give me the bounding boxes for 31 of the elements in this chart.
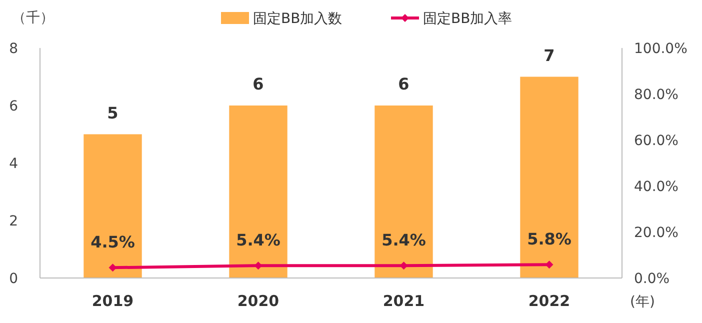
bar [374,106,433,278]
x-tick-label: 2020 [237,292,280,310]
legend-label: 固定BB加入数 [253,11,342,27]
y2-tick-label: 40.0% [634,179,678,195]
x-tick-label: 2021 [382,292,425,310]
x-tick-label: 2019 [92,292,134,310]
y-tick-label: 8 [9,41,18,57]
data-label: 5.8% [527,230,572,249]
y2-tick-label: 80.0% [634,87,678,103]
data-label: 4.5% [90,232,135,252]
y-tick-label: 2 [9,214,18,230]
data-label: 5.4% [236,230,280,250]
y2-tick-label: 100.0% [634,41,688,57]
y-axis-title: （千） [12,10,54,26]
bar [84,134,142,278]
data-label: 6 [252,74,264,94]
data-label: 7 [544,46,555,65]
bar [229,106,288,278]
y-tick-label: 0 [9,271,18,287]
y2-tick-label: 60.0% [634,133,678,149]
y2-tick-label: 0.0% [634,271,670,287]
y-tick-label: 6 [9,98,18,114]
data-label: 6 [398,74,410,94]
y-tick-label: 4 [9,156,18,172]
x-tick-label: 2022 [528,292,570,310]
legend-label: 固定BB加入率 [423,11,512,27]
y2-tick-label: 20.0% [634,225,678,241]
data-label: 5.4% [382,230,426,250]
bar [520,76,578,278]
data-label: 5 [107,103,118,122]
x-axis-title: (年) [630,294,655,310]
